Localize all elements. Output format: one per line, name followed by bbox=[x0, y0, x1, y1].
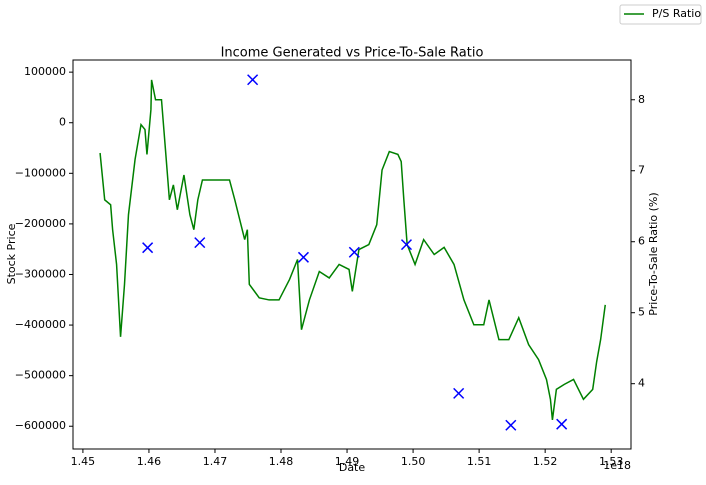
scatter-point bbox=[142, 242, 154, 254]
x-tick-label: 1.47 bbox=[203, 455, 228, 468]
marker-stroke bbox=[297, 251, 309, 263]
scatter-point bbox=[348, 246, 360, 258]
x-tick-label: 1.48 bbox=[269, 455, 294, 468]
y2-tick-label: 8 bbox=[638, 93, 645, 106]
marker-stroke bbox=[556, 418, 568, 430]
y-axis-label: Stock Price bbox=[5, 223, 18, 284]
y2-tick-label: 5 bbox=[638, 306, 645, 319]
y-tick-label: −200000 bbox=[15, 217, 66, 230]
x-tick-label: 1.52 bbox=[533, 455, 558, 468]
x-axis-label: Date bbox=[339, 461, 366, 474]
plot-frame bbox=[72, 59, 632, 450]
y-tick-label: −500000 bbox=[15, 369, 66, 382]
x-tick-label: 1.49 bbox=[335, 455, 360, 468]
x-tick-label: 1.46 bbox=[137, 455, 162, 468]
scatter-point bbox=[400, 239, 413, 251]
y-tick-label: −100000 bbox=[15, 166, 66, 179]
marker-stroke bbox=[348, 246, 360, 258]
y2-tick-label: 7 bbox=[638, 164, 645, 177]
x-tick-label: 1.45 bbox=[71, 455, 96, 468]
chart-title: Income Generated vs Price-To-Sale Ratio bbox=[221, 46, 484, 61]
scatter-point bbox=[247, 74, 259, 86]
y-tick-label: 100000 bbox=[24, 65, 66, 78]
y2-tick-label: 4 bbox=[638, 377, 645, 390]
marker-stroke bbox=[453, 387, 465, 399]
scatter-point bbox=[556, 418, 568, 430]
scatter-point bbox=[505, 419, 517, 431]
x-offset-label: 1e18 bbox=[603, 459, 631, 472]
x-tick-label: 1.50 bbox=[401, 455, 426, 468]
scatter-point bbox=[453, 387, 465, 399]
y2-tick-label: 6 bbox=[638, 235, 645, 248]
scatter-point bbox=[194, 237, 206, 249]
marker-stroke bbox=[247, 74, 259, 86]
x-tick-label: 1.53 bbox=[599, 455, 624, 468]
scatter-point bbox=[297, 251, 309, 263]
y-tick-label: 0 bbox=[59, 116, 66, 129]
marker-stroke bbox=[505, 419, 517, 431]
y2-axis-label: Price-To-Sale Ratio (%) bbox=[647, 192, 660, 315]
marker-stroke bbox=[142, 242, 154, 254]
y-tick-label: −300000 bbox=[15, 267, 66, 280]
y-tick-label: −600000 bbox=[15, 419, 66, 432]
ps-ratio-line bbox=[99, 79, 606, 420]
legend-label: P/S Ratio bbox=[652, 7, 701, 20]
marker-stroke bbox=[400, 239, 413, 251]
legend-box bbox=[619, 4, 702, 25]
x-tick-label: 1.51 bbox=[467, 455, 492, 468]
y-tick-label: −400000 bbox=[15, 318, 66, 331]
marker-stroke bbox=[194, 237, 206, 249]
